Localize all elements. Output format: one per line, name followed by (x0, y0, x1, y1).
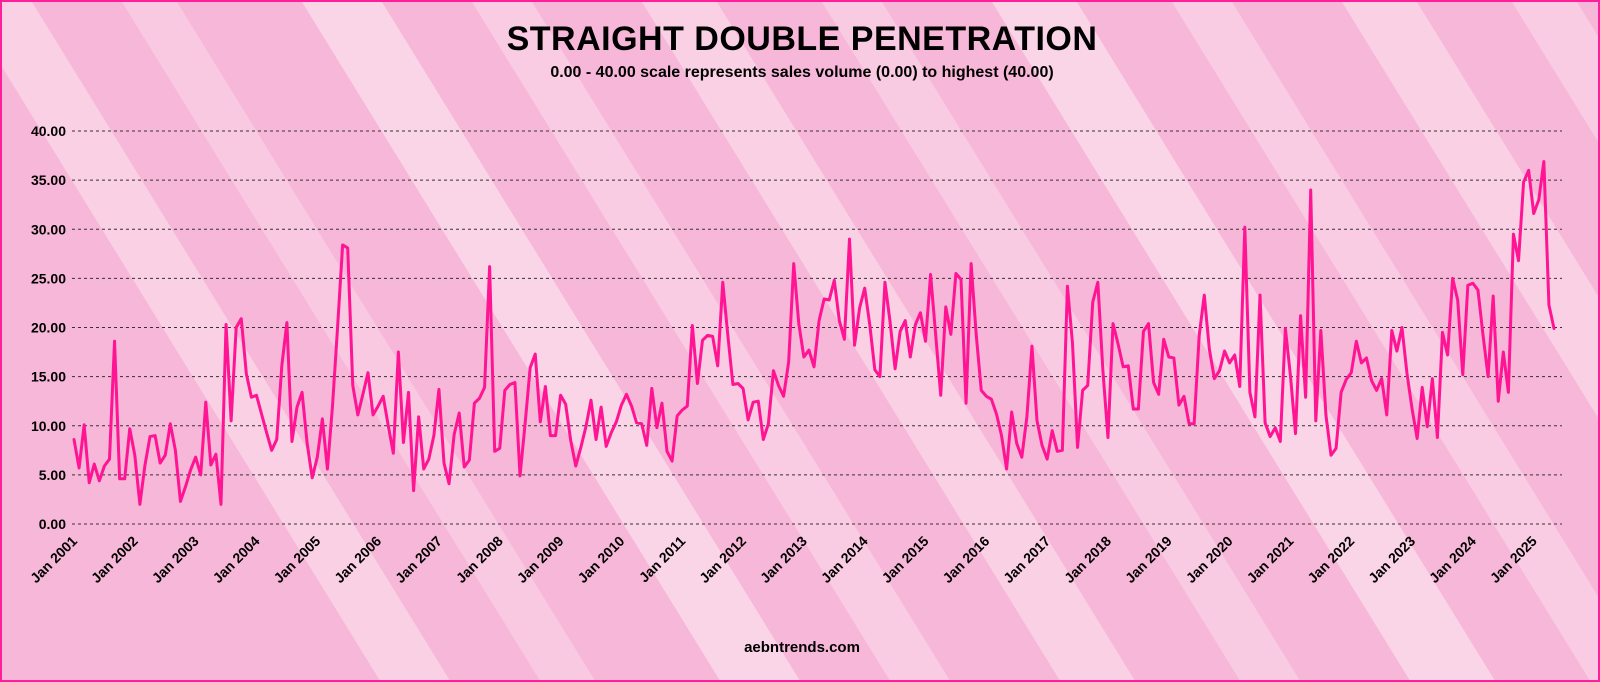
background-stripe (1172, 2, 1598, 680)
x-tick-label: Jan 2025 (1487, 533, 1540, 586)
x-tick-label: Jan 2020 (1183, 533, 1236, 586)
x-tick-label: Jan 2016 (939, 533, 992, 586)
x-axis-ticks: Jan 2001 Jan 2002 Jan 2003 Jan 2004 Jan 2005… (27, 533, 1540, 586)
chart-title: STRAIGHT DOUBLE PENETRATION (506, 20, 1098, 58)
y-tick-label: 0.00 (39, 516, 66, 532)
y-tick-label: 15.00 (31, 369, 66, 385)
series-line (72, 159, 1556, 506)
x-tick-label: Jan 2012 (696, 533, 749, 586)
x-tick-label: Jan 2001 (27, 533, 80, 586)
chart-subtitle: 0.00 - 40.00 scale represents sales volu… (550, 64, 1054, 81)
x-tick-label: Jan 2015 (878, 533, 931, 586)
x-tick-label: Jan 2009 (514, 533, 567, 586)
x-tick-label: Jan 2010 (574, 533, 627, 586)
y-tick-label: 30.00 (31, 221, 66, 237)
series-group (72, 159, 1556, 506)
y-axis-ticks: 0.00 5.00 10.00 15.00 20.00 25.00 30.00 35.00 40… (31, 123, 66, 532)
background-stripe (472, 2, 950, 680)
background-stripe (642, 2, 1135, 680)
x-tick-label: Jan 2019 (1122, 533, 1175, 586)
x-tick-label: Jan 2002 (88, 533, 141, 586)
x-tick-label: Jan 2004 (209, 533, 262, 586)
x-tick-label: Jan 2008 (453, 533, 506, 586)
background-stripe (1512, 2, 1598, 142)
y-tick-label: 40.00 (31, 123, 66, 139)
x-tick-label: Jan 2005 (270, 533, 323, 586)
y-tick-label: 20.00 (31, 320, 66, 336)
x-tick-label: Jan 2017 (1000, 533, 1053, 586)
background-stripe (822, 2, 1300, 680)
background-stripe (122, 2, 595, 680)
x-tick-label: Jan 2011 (636, 533, 689, 586)
x-tick-label: Jan 2007 (392, 533, 445, 586)
background-stripe (992, 2, 1495, 680)
y-tick-label: 10.00 (31, 418, 66, 434)
y-tick-label: 5.00 (39, 467, 66, 483)
x-tick-label: Jan 2018 (1061, 533, 1114, 586)
x-tick-label: Jan 2006 (331, 533, 384, 586)
x-tick-label: Jan 2003 (149, 533, 202, 586)
x-tick-label: Jan 2021 (1243, 533, 1296, 586)
x-tick-label: Jan 2022 (1304, 533, 1357, 586)
y-tick-label: 35.00 (31, 172, 66, 188)
x-tick-label: Jan 2024 (1426, 533, 1479, 586)
background-stripe (1342, 2, 1598, 418)
x-tick-label: Jan 2014 (818, 533, 871, 586)
x-tick-label: Jan 2023 (1365, 533, 1418, 586)
footer-source: aebntrends.com (744, 639, 860, 656)
background-stripe (302, 2, 800, 680)
x-tick-label: Jan 2013 (757, 533, 810, 586)
y-tick-label: 25.00 (31, 270, 66, 286)
